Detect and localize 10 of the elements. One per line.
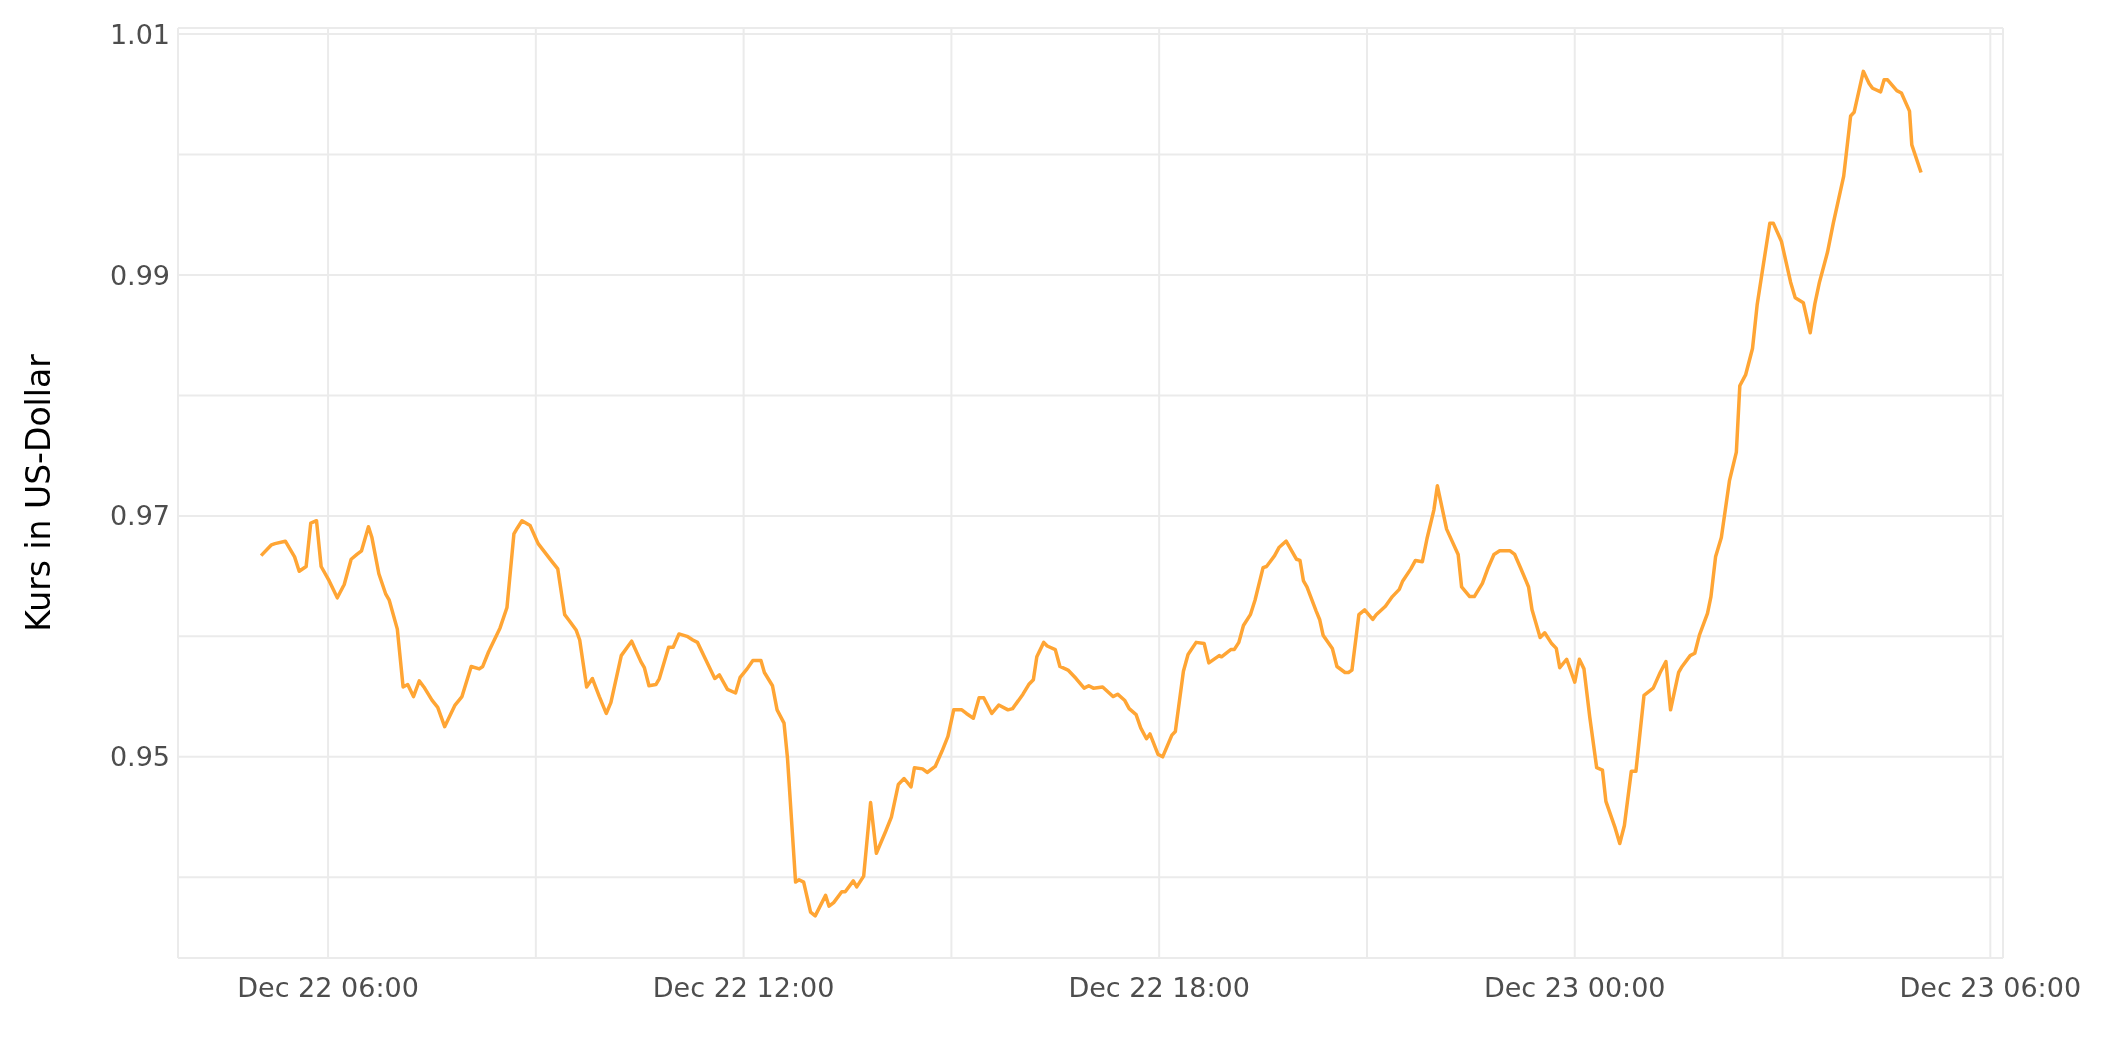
x-tick-label: Dec 23 06:00: [1899, 972, 2082, 1004]
y-tick-label: 1.01: [109, 18, 170, 50]
x-tick-label: Dec 22 12:00: [652, 972, 835, 1004]
x-tick-label: Dec 22 18:00: [1068, 972, 1250, 1004]
y-tick-label: 0.99: [109, 259, 170, 291]
x-tick-label: Dec 22 06:00: [237, 972, 419, 1004]
x-tick-label: Dec 23 00:00: [1483, 972, 1666, 1004]
y-axis-title: Kurs in US-Dollar: [18, 353, 58, 632]
y-tick-label: 0.97: [109, 500, 170, 532]
y-tick-label: 0.95: [109, 741, 170, 773]
